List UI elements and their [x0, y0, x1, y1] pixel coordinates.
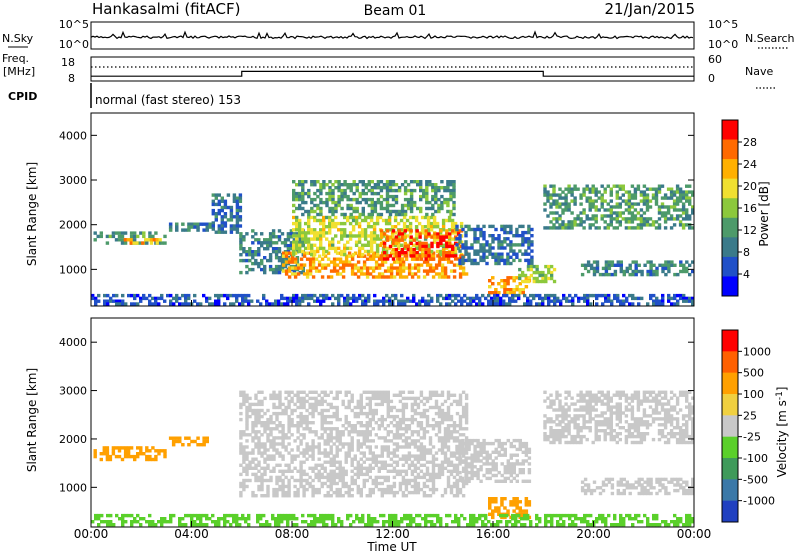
power-colorbar-swatch-8 [722, 276, 738, 297]
velocity-ytick-0: 4000 [59, 336, 87, 349]
power-ytick-2: 2000 [59, 219, 87, 232]
freq-tick-top: 18 [61, 56, 75, 69]
nave-tick-bottom: 0 [708, 72, 715, 85]
xaxis-tick-1: 04:00 [174, 527, 209, 541]
velocity-colorbar-swatch-2 [722, 372, 738, 395]
nsky-tick-top: 10^5 [59, 18, 89, 31]
velocity-colorbar-swatch-3 [722, 394, 738, 416]
velocity-colorbar-tick-4: -25 [743, 431, 761, 444]
cpid-label: CPID [8, 90, 37, 103]
freq-unit: [MHz] [3, 65, 35, 78]
velocity-region-1 [168, 436, 209, 447]
velocity-colorbar-tick-2: 100 [743, 388, 764, 401]
velocity-colorbar-swatch-4 [722, 415, 738, 437]
nsky-tick-bottom: 10^0 [59, 38, 89, 51]
power-colorbar-tick-0: 28 [743, 136, 757, 149]
power-colorbar-swatch-1 [722, 139, 738, 160]
power-colorbar-tick-6: 4 [743, 268, 750, 281]
xaxis-label: Time UT [366, 540, 417, 554]
velocity-region-0 [93, 446, 167, 462]
power-ytick-3: 1000 [59, 263, 87, 276]
velocity-ytick-3: 1000 [59, 481, 87, 494]
power-region-5 [281, 251, 469, 279]
power-colorbar-swatch-2 [722, 159, 738, 179]
nsky-label: N.Sky [2, 32, 34, 45]
cpid-row: CPID normal (fast stereo) 153 [8, 83, 241, 108]
velocity-colorbar-swatch-7 [722, 479, 738, 501]
power-panel: 4000 3000 2000 1000 Slant Range [km] 28 24 20… [25, 112, 771, 307]
power-region-13 [580, 260, 695, 277]
velocity-ytick-1: 3000 [59, 385, 87, 398]
velocity-region-5 [543, 390, 695, 445]
power-colorbar-tick-1: 24 [743, 158, 757, 171]
power-ytick-1: 3000 [59, 174, 87, 187]
freq-panel: Freq. [MHz] 18 8 60 0 Nave [2, 52, 776, 89]
nsearch-tick-bottom: 10^0 [708, 38, 738, 51]
power-colorbar-tick-4: 12 [743, 224, 757, 237]
power-region-7 [292, 180, 456, 217]
xaxis-tick-0: 00:00 [74, 527, 109, 541]
velocity-colorbar-tick-1: 500 [743, 367, 764, 380]
velocity-colorbar-swatch-5 [722, 436, 738, 459]
nsearch-tick-top: 10^5 [708, 18, 738, 31]
xaxis-tick-4: 16:00 [476, 527, 511, 541]
power-colorbar-swatch-6 [722, 237, 738, 258]
date-title: 21/Jan/2015 [605, 0, 696, 18]
xaxis-tick-6: 00:00 [677, 527, 712, 541]
velocity-colorbar-tick-6: -500 [743, 473, 768, 486]
power-region-12 [543, 184, 695, 230]
freq-label: Freq. [2, 52, 29, 65]
power-region-10 [488, 276, 532, 295]
velocity-colorbar-swatch-6 [722, 458, 738, 480]
nave-tick-top: 60 [708, 53, 722, 66]
velocity-colorbar-swatch-0 [722, 330, 738, 352]
velocity-panel: 4000 3000 2000 1000 Slant Range [km] 1000 50… [25, 317, 789, 528]
velocity-colorbar-swatch-1 [722, 351, 738, 373]
velocity-colorbar-tick-7: -1000 [743, 495, 775, 508]
velocity-colorbar-tick-3: 25 [743, 409, 757, 422]
power-region-14 [91, 293, 695, 306]
power-ytick-0: 4000 [59, 129, 87, 142]
power-colorbar-tick-2: 20 [743, 180, 757, 193]
xaxis-tick-3: 12:00 [375, 527, 410, 541]
xaxis-tick-5: 20:00 [576, 527, 611, 541]
velocity-colorbar-tick-0: 1000 [743, 345, 771, 358]
power-region-2 [168, 222, 212, 232]
beam-title: Beam 01 [364, 3, 427, 19]
power-colorbar-swatch-5 [722, 217, 738, 238]
velocity-colorbar-swatch-8 [722, 500, 738, 523]
velocity-region-6 [580, 477, 695, 496]
velocity-region-2 [239, 390, 469, 498]
power-region-4 [239, 229, 305, 275]
velocity-ytick-2: 2000 [59, 433, 87, 446]
power-colorbar-swatch-0 [722, 120, 738, 140]
velocity-ylabel: Slant Range [km] [25, 368, 39, 472]
xaxis-tick-2: 08:00 [275, 527, 310, 541]
power-ylabel: Slant Range [km] [25, 162, 39, 266]
station-title: Hankasalmi (fitACF) [92, 0, 240, 18]
power-region-3 [211, 193, 243, 234]
power-region-8 [379, 229, 464, 261]
power-colorbar-tick-5: 8 [743, 246, 750, 259]
freq-tick-bottom: 8 [68, 72, 75, 85]
velocity-region-7 [91, 513, 695, 527]
nave-label: Nave [745, 65, 773, 78]
time-axis: 00:00 04:00 08:00 12:00 16:00 20:00 00:00 [74, 300, 712, 541]
power-colorbar-swatch-3 [722, 178, 738, 199]
power-region-1 [123, 238, 162, 245]
velocity-colorbar-tick-5: -100 [743, 452, 768, 465]
power-colorbar-tick-3: 16 [743, 202, 757, 215]
power-colorbar-swatch-7 [722, 256, 738, 277]
nsearch-label: N.Search [745, 32, 795, 45]
power-region-9 [455, 224, 534, 266]
nsky-panel: N.Sky 10^5 10^0 10^5 10^0 N.Search [2, 18, 795, 51]
power-colorbar-swatch-4 [722, 198, 738, 219]
velocity-region-3 [455, 438, 532, 483]
power-region-11 [518, 264, 557, 284]
power-colorbar-label: Power [dB] [757, 181, 771, 246]
velocity-colorbar-label: Velocity [m s-1] [775, 387, 789, 478]
cpid-text: normal (fast stereo) 153 [95, 93, 241, 107]
